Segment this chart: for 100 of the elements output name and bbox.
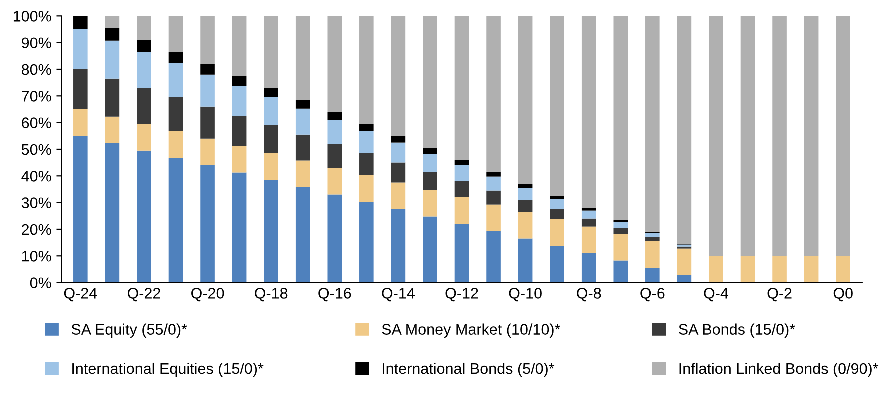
bar [582,210,596,219]
bar [518,200,533,212]
bar [168,131,184,158]
y-tick-label: 40% [22,171,52,182]
bar [550,209,564,220]
bar [423,154,438,172]
bar [423,190,438,217]
x-tick-label: Q-24 [64,288,98,302]
bar [646,16,660,232]
bar [232,86,247,116]
bar [582,208,596,211]
bar [296,108,310,135]
legend-label: International Equities (15/0)* [72,362,264,378]
bar [423,172,438,190]
x-tick-label: Q-6 [640,288,665,302]
bar [454,160,470,166]
x-tick-label: Q-4 [704,288,729,302]
bar [423,16,438,148]
bar [614,16,628,220]
bar [740,16,756,256]
bar [264,180,278,283]
bar [168,63,184,98]
bar [518,238,533,283]
bar [454,181,470,198]
bar [168,97,184,132]
x-tick-label: Q-8 [577,288,602,302]
bar [296,187,310,283]
bar [200,165,215,283]
bar [582,16,596,208]
bar [232,172,247,283]
bar [328,16,342,112]
bar [74,29,88,70]
bar [582,226,596,254]
bar [137,124,152,151]
bar [296,16,310,100]
bar [137,52,152,88]
x-tick-label: Q-20 [192,288,224,302]
bar [200,16,215,64]
bar [200,138,215,166]
bar [836,16,850,256]
bar [200,74,215,107]
bar [836,256,850,283]
bar [518,188,533,200]
bar [264,88,278,98]
bar [646,241,660,268]
bar [137,16,152,40]
bar [486,176,501,191]
bar [804,16,819,256]
bar [486,231,501,283]
y-tick-label: 100% [14,11,52,22]
bar [518,16,533,184]
bar [646,237,660,242]
bar [200,64,215,75]
bar [74,109,88,136]
bar [360,202,374,283]
bar [328,144,342,168]
x-tick-label: Q-10 [509,288,542,302]
bar [486,204,501,232]
x-tick-label: Q0 [834,288,853,302]
bar [105,40,120,79]
x-tick-label: Q-14 [382,288,415,302]
bar [264,125,278,154]
bar [328,168,342,195]
bar [137,88,152,124]
x-tick-label: Q-16 [318,288,352,302]
y-tick-label: 50% [22,144,52,156]
bar [550,246,564,283]
bar [328,112,342,120]
bar [296,134,310,161]
y-tick-label: 0% [30,278,52,288]
bar [677,248,692,276]
bar [423,148,438,154]
bar [168,158,184,283]
bar [296,100,310,109]
legend-label: SA Money Market (10/10)* [382,324,561,338]
bar [454,16,470,160]
bar [391,209,406,283]
bar [614,222,628,228]
bar [614,260,628,283]
bar [137,150,152,283]
bar [550,219,564,246]
bar [454,224,470,283]
x-tick-label: Q-18 [255,288,288,302]
bar [328,120,342,144]
y-tick-label: 20% [22,224,52,236]
bar [582,253,596,283]
legend-label: SA Equity (55/0)* [72,324,188,338]
bar [264,97,278,126]
bar [804,256,819,283]
bar [677,16,692,244]
bar [360,124,374,132]
bar [550,196,564,200]
bar [709,16,724,256]
bar [518,184,533,188]
bar [74,69,88,110]
bar [74,136,88,283]
x-tick-label: Q-22 [128,288,160,302]
bar [423,216,438,283]
bar [614,228,628,234]
bar [296,160,310,188]
